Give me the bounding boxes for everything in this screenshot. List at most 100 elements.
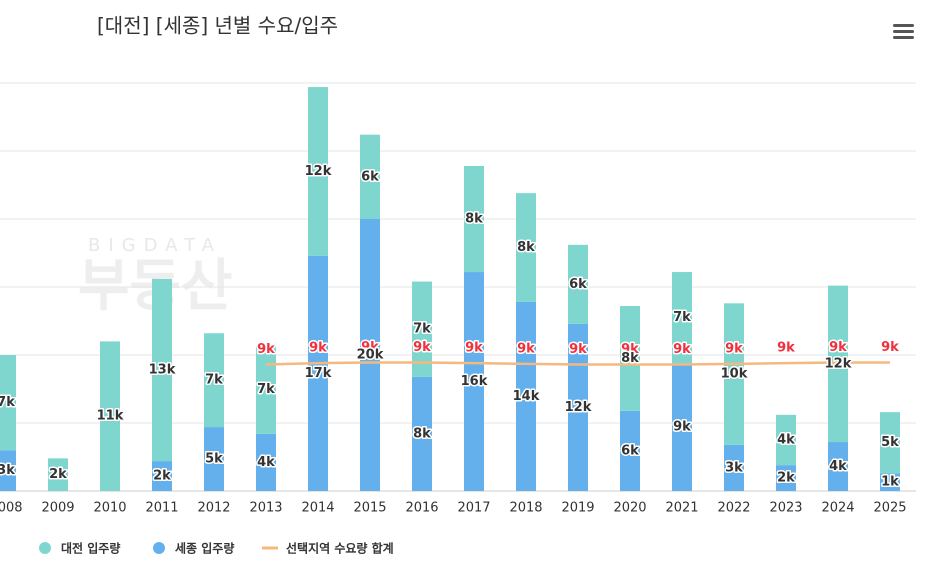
bar — [152, 461, 172, 491]
x-tick-label: 2023 — [769, 501, 802, 516]
x-tick-label: 2021 — [665, 501, 698, 516]
x-tick-label: 2011 — [145, 501, 178, 516]
bar-value-label: 2k — [777, 471, 795, 486]
x-tick-label: 2018 — [509, 501, 542, 516]
x-tick-label: 2014 — [301, 501, 334, 516]
bar — [152, 278, 172, 462]
bar-value-label: 11k — [97, 409, 124, 424]
bar-value-label: 7k — [413, 322, 431, 337]
bar — [516, 301, 536, 491]
legend-label: 선택지역 수요량 합계 — [286, 541, 394, 556]
bar — [620, 306, 640, 411]
bar — [672, 272, 692, 364]
bar-value-label: 9k — [673, 420, 691, 435]
menu-bar[interactable] — [893, 36, 914, 39]
line-value-label: 9k — [361, 340, 379, 355]
x-tick-label: 2019 — [561, 501, 594, 516]
bar — [828, 442, 848, 491]
bar — [360, 219, 380, 491]
legend-symbol — [39, 542, 51, 554]
bar-value-label: 5k — [205, 452, 223, 467]
legend-item[interactable]: 세종 입주량 — [153, 541, 234, 556]
bar — [620, 410, 640, 491]
bar-value-label: 4k — [777, 433, 795, 448]
x-tick-label: 2013 — [249, 501, 282, 516]
x-tick-label: 2015 — [353, 501, 386, 516]
line-value-label: 9k — [673, 342, 691, 357]
bar-value-label: 8k — [621, 351, 639, 366]
bar-value-label: 2k — [153, 469, 171, 484]
bar-value-label: 6k — [569, 277, 587, 292]
line-value-label: 9k — [413, 340, 431, 355]
bar — [672, 363, 692, 491]
bar — [516, 193, 536, 302]
bar-value-label: 3k — [0, 463, 15, 478]
bar — [308, 255, 328, 491]
legend-label: 대전 입주량 — [61, 541, 120, 556]
legend-item[interactable]: 선택지역 수요량 합계 — [262, 541, 394, 556]
x-tick-label: 2022 — [717, 501, 750, 516]
bar — [880, 412, 900, 474]
bar — [776, 465, 796, 491]
bar — [48, 458, 68, 491]
bar — [256, 345, 276, 434]
bar — [256, 433, 276, 491]
line-value-label: 9k — [777, 341, 795, 356]
bar — [412, 281, 432, 377]
bar-value-label: 7k — [0, 395, 15, 410]
legend-symbol — [153, 542, 165, 554]
line-value-label: 9k — [309, 341, 327, 356]
x-tick-label: 2008 — [0, 501, 23, 516]
x-tick-label: 2020 — [613, 501, 646, 516]
line-value-label: 9k — [517, 341, 535, 356]
line-value-label: 9k — [465, 341, 483, 356]
legend-label: 세종 입주량 — [175, 541, 234, 556]
legend-item[interactable]: 대전 입주량 — [39, 541, 120, 556]
x-tick-label: 2016 — [405, 501, 438, 516]
bar — [204, 427, 224, 491]
bar — [880, 473, 900, 491]
bar-value-label: 14k — [513, 389, 540, 404]
bar — [0, 450, 16, 491]
bar-value-label: 8k — [465, 212, 483, 227]
x-tick-label: 2009 — [41, 501, 74, 516]
bar-value-label: 16k — [461, 374, 488, 389]
bar-value-label: 4k — [257, 455, 275, 470]
x-tick-label: 2024 — [821, 501, 854, 516]
bar-value-label: 12k — [565, 400, 592, 415]
line-value-label: 9k — [829, 340, 847, 355]
bar-value-label: 7k — [673, 310, 691, 325]
line-value-label: 9k — [725, 341, 743, 356]
x-tick-label: 2017 — [457, 501, 490, 516]
bar — [568, 244, 588, 324]
bar-value-label: 4k — [829, 459, 847, 474]
bar — [412, 376, 432, 491]
bar-value-label: 5k — [881, 435, 899, 450]
bar-value-label: 13k — [149, 362, 176, 377]
bar — [0, 355, 16, 451]
bar-value-label: 12k — [825, 356, 852, 371]
bar — [776, 414, 796, 466]
bar-value-label: 10k — [721, 367, 748, 382]
bar-value-label: 12k — [305, 164, 332, 179]
bar-value-label: 8k — [517, 240, 535, 255]
x-tick-label: 2012 — [197, 501, 230, 516]
bar-value-label: 7k — [257, 382, 275, 397]
bar — [464, 165, 484, 273]
x-tick-label: 2025 — [873, 501, 906, 516]
bar — [360, 134, 380, 219]
chart-title: [대전] [세종] 년별 수요/입주 — [97, 14, 338, 38]
menu-icon[interactable] — [893, 24, 914, 39]
bar — [464, 272, 484, 491]
bar — [308, 87, 328, 256]
bar-value-label: 1k — [881, 475, 899, 490]
line-value-label: 9k — [257, 342, 275, 357]
menu-bar[interactable] — [893, 30, 914, 33]
line — [265, 361, 890, 366]
watermark: BIGDATA — [88, 235, 222, 256]
x-tick-label: 2010 — [93, 501, 126, 516]
line-value-label: 9k — [569, 342, 587, 357]
bar-value-label: 20k — [357, 348, 384, 363]
menu-bar[interactable] — [893, 24, 914, 27]
